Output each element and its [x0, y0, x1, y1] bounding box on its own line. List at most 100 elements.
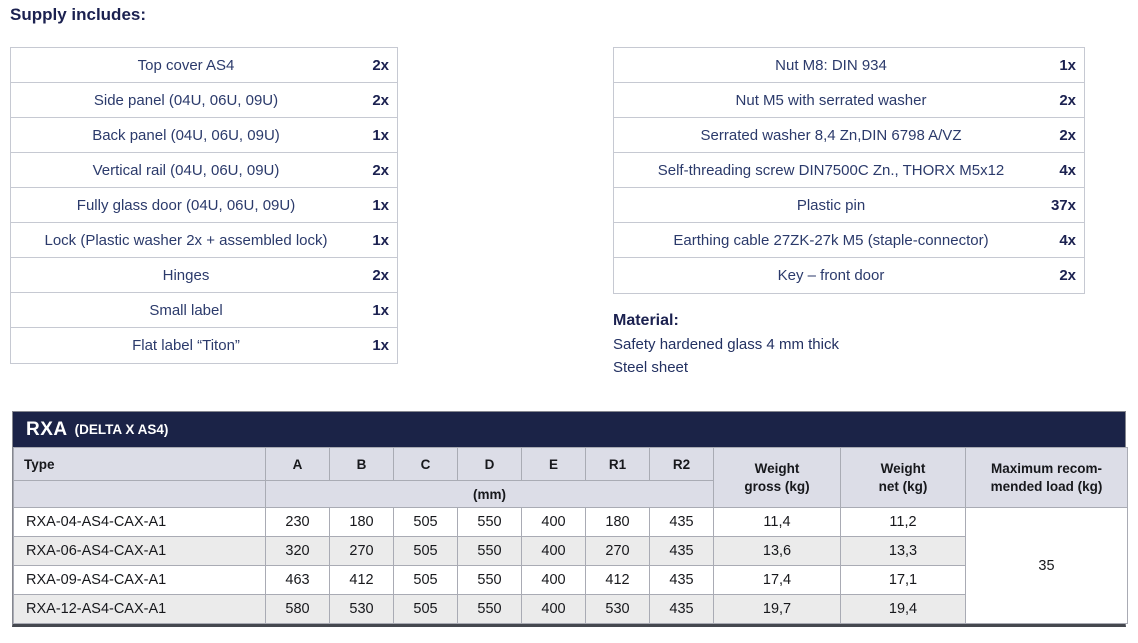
spec-col-r2: R2 — [649, 447, 714, 481]
material-heading: Material: — [613, 312, 679, 329]
material-section: Material: Safety hardened glass 4 mm thi… — [613, 312, 839, 379]
supply-row: Back panel (04U, 06U, 09U) 1x — [11, 118, 397, 153]
supply-table-right: Nut M8: DIN 934 1x Nut M5 with serrated wa… — [613, 47, 1085, 294]
supply-item-qty: 2x — [372, 91, 389, 109]
spec-dim-cell: 505 — [393, 565, 458, 595]
supply-includes-heading: Supply includes: — [10, 5, 147, 24]
spec-dim-cell: 400 — [521, 507, 586, 537]
spec-type-cell: RXA-04-AS4-CAX-A1 — [13, 507, 266, 537]
spec-row: RXA-09-AS4-CAX-A1 463 412 505 550 400 412 435 17… — [13, 565, 1128, 595]
spec-dim-cell: 463 — [265, 565, 330, 595]
supply-item-label: Serrated washer 8,4 Zn,DIN 6798 A/VZ — [700, 126, 962, 144]
spec-weight-net-cell: 17,1 — [840, 565, 966, 595]
supply-row: Plastic pin 37x — [614, 188, 1084, 223]
spec-table-section: RXA (DELTA X AS4) Type A B C D E R1 R2 Weight g… — [12, 411, 1128, 627]
supply-item-qty: 4x — [1059, 161, 1076, 179]
spec-dim-cell: 412 — [585, 565, 650, 595]
spec-unit-spacer — [13, 480, 266, 508]
supply-item-label: Top cover AS4 — [137, 56, 235, 74]
supply-item-qty: 1x — [372, 126, 389, 144]
spec-dim-cell: 400 — [521, 536, 586, 566]
supply-item-qty: 1x — [1059, 56, 1076, 74]
spec-dim-cell: 180 — [329, 507, 394, 537]
material-line: Steel sheet — [613, 359, 689, 376]
spec-weight-gross-cell: 11,4 — [713, 507, 841, 537]
spec-dim-cell: 550 — [457, 565, 522, 595]
supply-item-label: Nut M8: DIN 934 — [775, 56, 887, 74]
supply-item-label: Self-threading screw DIN7500C Zn., THORX… — [657, 161, 1005, 179]
spec-max-load-cell: 35 — [965, 507, 1128, 624]
spec-dim-cell: 400 — [521, 565, 586, 595]
spec-col-r1: R1 — [585, 447, 650, 481]
spec-table-titlebar: RXA (DELTA X AS4) — [13, 412, 1125, 447]
supply-item-label: Side panel (04U, 06U, 09U) — [93, 91, 279, 109]
supply-row: Nut M5 with serrated washer 2x — [614, 83, 1084, 118]
supply-row: Small label 1x — [11, 293, 397, 328]
supply-item-qty: 1x — [372, 196, 389, 214]
spec-row: RXA-06-AS4-CAX-A1 320 270 505 550 400 270 435 13… — [13, 536, 1128, 566]
supply-item-label: Fully glass door (04U, 06U, 09U) — [76, 196, 296, 214]
spec-type-cell: RXA-12-AS4-CAX-A1 — [13, 594, 266, 624]
supply-item-label: Flat label “Titon” — [132, 337, 240, 354]
supply-table-left: Top cover AS4 2x Side panel (04U, 06U, 09U… — [10, 47, 398, 364]
spec-dim-cell: 580 — [265, 594, 330, 624]
spec-col-d: D — [457, 447, 522, 481]
material-line: Safety hardened glass 4 mm thick — [613, 336, 839, 353]
supply-row: Top cover AS4 2x — [11, 48, 397, 83]
spec-col-a: A — [265, 447, 330, 481]
spec-dim-cell: 530 — [329, 594, 394, 624]
spec-dim-cell: 435 — [649, 536, 714, 566]
spec-dim-cell: 435 — [649, 507, 714, 537]
spec-row: RXA-04-AS4-CAX-A1 230 180 505 550 400 180 435 11… — [13, 507, 1128, 624]
spec-col-c: C — [393, 447, 458, 481]
spec-dim-cell: 550 — [457, 536, 522, 566]
supply-item-label: Back panel (04U, 06U, 09U) — [92, 126, 280, 144]
supply-item-label: Vertical rail (04U, 06U, 09U) — [92, 161, 280, 179]
supply-row: Side panel (04U, 06U, 09U) 2x — [11, 83, 397, 118]
supply-item-qty: 4x — [1059, 231, 1076, 249]
spec-dim-cell: 400 — [521, 594, 586, 624]
supply-row: Key – front door 2x — [614, 258, 1084, 293]
spec-col-b: B — [329, 447, 394, 481]
supply-item-qty: 2x — [1059, 267, 1076, 284]
supply-row: Self-threading screw DIN7500C Zn., THORX… — [614, 153, 1084, 188]
spec-col-e: E — [521, 447, 586, 481]
spec-col-weight-gross: Weight gross (kg) — [713, 447, 841, 508]
spec-dim-cell: 180 — [585, 507, 650, 537]
material-lines: Safety hardened glass 4 mm thick Steel sh… — [613, 333, 839, 379]
supply-item-qty: 2x — [1059, 91, 1076, 109]
supply-item-qty: 37x — [1050, 196, 1076, 214]
spec-dim-cell: 435 — [649, 594, 714, 624]
spec-dim-cell: 435 — [649, 565, 714, 595]
supply-item-label: Key – front door — [777, 267, 885, 284]
supply-row: Fully glass door (04U, 06U, 09U) 1x — [11, 188, 397, 223]
spec-weight-net-cell: 13,3 — [840, 536, 966, 566]
spec-dim-cell: 505 — [393, 594, 458, 624]
spec-table: Type A B C D E R1 R2 Weight gross (kg) Weight n… — [13, 447, 1128, 624]
spec-header-row: Type A B C D E R1 R2 Weight gross (kg) Weight n… — [13, 447, 1128, 508]
spec-dim-cell: 505 — [393, 536, 458, 566]
spec-dim-cell: 550 — [457, 507, 522, 537]
supply-item-label: Nut M5 with serrated washer — [735, 91, 927, 109]
supply-item-label: Small label — [149, 301, 223, 319]
spec-dim-cell: 320 — [265, 536, 330, 566]
spec-weight-gross-cell: 17,4 — [713, 565, 841, 595]
supply-row: Hinges 2x — [11, 258, 397, 293]
supply-item-qty: 2x — [372, 266, 389, 284]
spec-col-type: Type — [13, 447, 266, 481]
supply-item-qty: 1x — [372, 337, 389, 354]
spec-weight-net-cell: 19,4 — [840, 594, 966, 624]
supply-item-qty: 1x — [372, 231, 389, 249]
spec-type-cell: RXA-06-AS4-CAX-A1 — [13, 536, 266, 566]
spec-dim-cell: 550 — [457, 594, 522, 624]
supply-item-qty: 2x — [372, 161, 389, 179]
spec-dim-cell: 270 — [329, 536, 394, 566]
spec-weight-gross-cell: 19,7 — [713, 594, 841, 624]
supply-row: Earthing cable 27ZK-27k M5 (staple-conne… — [614, 223, 1084, 258]
spec-dim-cell: 530 — [585, 594, 650, 624]
spec-type-cell: RXA-09-AS4-CAX-A1 — [13, 565, 266, 595]
supply-row: Flat label “Titon” 1x — [11, 328, 397, 363]
spec-weight-net-cell: 11,2 — [840, 507, 966, 537]
spec-weight-gross-cell: 13,6 — [713, 536, 841, 566]
